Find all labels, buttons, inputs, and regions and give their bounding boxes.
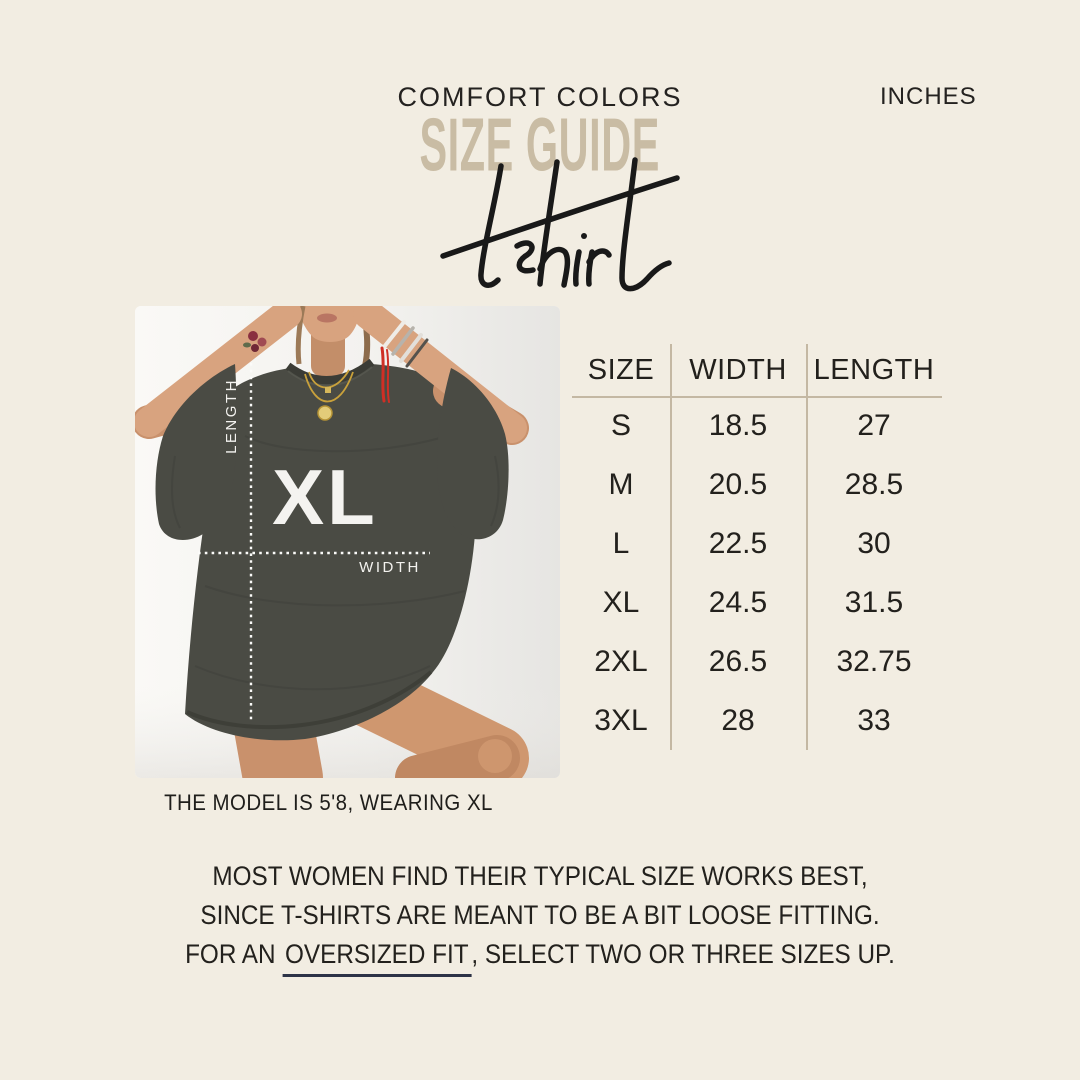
size-cell: L [612, 526, 630, 560]
collar [285, 358, 375, 384]
size-cell: S [610, 408, 631, 442]
length-cell: 33 [857, 703, 891, 737]
length-cell: 31.5 [844, 585, 904, 619]
length-cell: 28.5 [844, 467, 904, 501]
model-illustration: LENGTH WIDTH XL [135, 306, 560, 778]
size-cell: 3XL [594, 703, 648, 737]
size-table-header: SIZE WIDTH LENGTH [572, 344, 942, 396]
length-cell: 30 [857, 526, 891, 560]
model-caption: THE MODEL IS 5'8, WEARING XL [164, 790, 493, 815]
fit-note-line2: SINCE T-SHIRTS ARE MEANT TO BE A BIT LOO… [200, 900, 880, 930]
column-header-length: LENGTH [813, 353, 935, 386]
tshirt [185, 364, 476, 741]
size-table-body: S 18.5 27 M 20.5 28.5 L 22.5 30 XL 24.5 … [572, 396, 942, 750]
units-label: INCHES [880, 83, 977, 110]
table-row: L 22.5 30 [572, 514, 942, 573]
width-cell: 20.5 [708, 467, 768, 501]
width-label: WIDTH [359, 559, 421, 576]
length-cell: 32.75 [836, 644, 912, 678]
table-divider-1 [670, 344, 672, 750]
width-cell: 24.5 [708, 585, 768, 619]
length-label: LENGTH [223, 378, 240, 454]
flower-tattoo [243, 331, 267, 352]
table-divider-2 [806, 344, 808, 750]
table-row: 2XL 26.5 32.75 [572, 632, 942, 691]
column-header-size: SIZE [587, 353, 655, 386]
width-cell: 26.5 [708, 644, 768, 678]
size-table: SIZE WIDTH LENGTH S 18.5 27 M 20.5 28.5 … [572, 344, 942, 750]
table-header-rule [572, 396, 942, 398]
oversized-fit-underlined: OVERSIZED FIT [282, 939, 472, 977]
brand-title: COMFORT COLORS [397, 82, 683, 112]
measurement-overlay: LENGTH WIDTH XL [198, 363, 430, 723]
red-string [380, 346, 390, 403]
table-row: 3XL 28 33 [572, 691, 942, 750]
fit-note-line1: MOST WOMEN FIND THEIR TYPICAL SIZE WORKS… [212, 861, 868, 891]
model-face [295, 306, 371, 376]
bracelets [382, 320, 429, 368]
tshirt-sleeves [155, 364, 509, 540]
page-title: SIZE GUIDE [419, 102, 661, 187]
column-header-width: WIDTH [689, 353, 787, 386]
length-cell: 27 [857, 408, 891, 442]
model-photo: LENGTH WIDTH XL [135, 306, 560, 778]
width-cell: 22.5 [708, 526, 768, 560]
size-cell: M [608, 467, 634, 501]
size-cell: 2XL [594, 644, 648, 678]
width-cell: 18.5 [708, 408, 768, 442]
script-word-tshirt [440, 157, 680, 292]
size-cell: XL [602, 585, 640, 619]
necklaces [304, 369, 354, 421]
table-row: S 18.5 27 [572, 396, 942, 455]
table-row: XL 24.5 31.5 [572, 573, 942, 632]
fit-note: MOST WOMEN FIND THEIR TYPICAL SIZE WORKS… [54, 857, 1026, 977]
shirt-size-print: XL [272, 453, 378, 541]
table-row: M 20.5 28.5 [572, 455, 942, 514]
width-cell: 28 [721, 703, 755, 737]
fit-note-line3: FOR AN OVERSIZED FIT, SELECT TWO OR THRE… [54, 935, 1026, 977]
